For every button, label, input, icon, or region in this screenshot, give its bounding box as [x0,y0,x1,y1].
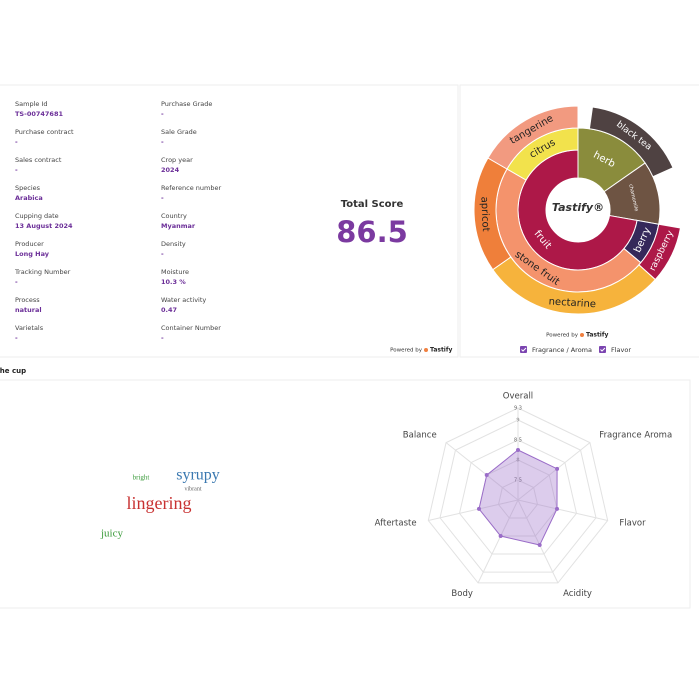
radar-axis-label: Balance [403,431,437,441]
legend-label: Flavor [611,346,631,354]
field-value: 13 August 2024 [15,222,73,230]
field-value: - [15,334,18,342]
brand-logo [580,333,584,337]
field-label: Sample Id [15,100,47,108]
field-value: - [15,278,18,286]
radar-axis-label: Flavor [619,519,646,529]
field-label: Density [161,240,186,248]
sunburst-segment [487,105,579,170]
powered-by: Powered by [546,333,579,339]
powered-by: Powered by [390,348,423,354]
field-value: - [15,166,18,174]
field-label: Tracking Number [14,268,71,276]
radar-area [478,449,558,546]
field-value: 10.3 % [161,278,186,286]
radar-axis-label: Aftertaste [375,519,417,529]
radar-axis-label: Body [451,589,472,599]
field-value: - [161,250,164,258]
field-value: Long Hay [15,250,50,258]
field-value: 2024 [161,166,180,174]
field-label: Water activity [161,296,206,304]
section-title: The cup [0,367,26,375]
radar-point [554,506,559,511]
field-value: - [161,194,164,202]
radar-point [537,543,542,548]
brand: Tastify [586,332,608,339]
field-label: Cupping date [15,212,59,220]
radar-axis-label: Fragrance Aroma [599,431,672,441]
brand-logo [424,348,428,352]
legend-label: Fragrance / Aroma [532,346,592,354]
field-value: Arabica [15,194,43,202]
radar-axis [517,499,608,521]
field-value: - [161,334,164,342]
field-label: Crop year [161,156,193,164]
sunburst-center-label: Tastify® [552,201,604,214]
legend-check [521,347,527,352]
legend-checkbox[interactable] [599,346,606,353]
radar-ring [427,407,609,584]
score-label: Total Score [341,199,404,210]
sunburst-center [546,178,610,242]
radar-ring [497,479,539,519]
radar-axis [477,499,519,584]
field-value: natural [15,306,42,314]
radar-axis-label: Acidity [563,589,592,599]
radar-axis [445,442,519,501]
field-label: Process [15,296,40,304]
radar-point [516,448,520,452]
radar-axis [428,499,519,521]
radar-point [477,506,482,511]
field-value: 0.47 [161,306,177,314]
field-label: Species [15,184,41,192]
sunburst-segment [588,106,674,178]
legend-checkbox[interactable] [520,346,527,353]
field-label: Moisture [161,268,189,276]
word: lingering [127,493,192,513]
field-label: Purchase contract [15,128,74,136]
field-label: Country [161,212,187,220]
field-label: Sale Grade [161,128,197,136]
radar-axis [517,499,559,584]
word: syrupy [176,467,220,484]
brand: Tastify [430,347,452,354]
radar-point [498,534,503,539]
field-label: Sales contract [15,156,62,164]
radar-point [484,473,489,478]
legend-check [600,347,606,352]
field-value: Myanmar [161,222,196,230]
word: juicy [100,528,123,540]
radar-ring [458,439,578,555]
field-value: - [161,138,164,146]
sunburst-label: chamomile [627,184,639,212]
word: bright [133,474,150,482]
radar-axis-label: Overall [503,392,533,402]
radar-axis [517,442,591,501]
field-label: Producer [15,240,44,248]
field-label: Reference number [161,184,221,192]
radar-ring [439,419,597,573]
radar-point [555,466,560,471]
sunburst-label: apricot [478,196,491,231]
details-card [0,84,459,358]
field-value: - [15,138,18,146]
field-label: Container Number [161,324,221,332]
field-value: - [161,110,164,118]
word: vibrant [185,486,202,492]
cup-card [0,379,691,609]
field-value: TS-00747681 [15,110,63,118]
field-label: Purchase Grade [161,100,212,108]
field-label: Varietals [15,324,44,332]
score: 86.5 [336,215,408,249]
sunburst-label: nectarine [548,296,596,310]
